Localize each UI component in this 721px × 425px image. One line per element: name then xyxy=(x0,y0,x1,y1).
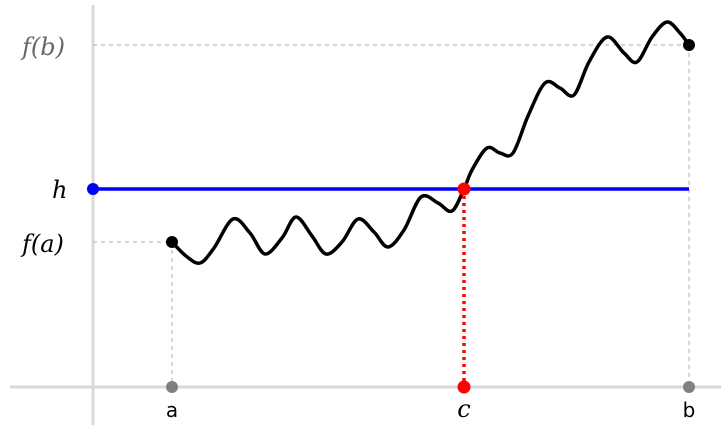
fb-label: f(b) xyxy=(20,33,65,61)
a-axis-point xyxy=(166,381,178,393)
function-curve xyxy=(170,20,691,265)
c-label: c xyxy=(457,395,470,423)
b-axis-point xyxy=(683,381,695,393)
crossing-point xyxy=(457,182,471,196)
c-axis-point xyxy=(457,380,471,394)
h-label: h xyxy=(52,176,67,204)
a-label: a xyxy=(166,398,178,422)
fb-point xyxy=(683,39,695,51)
h-endpoint xyxy=(87,183,99,195)
fa-label: f(a) xyxy=(20,230,64,258)
b-label: b xyxy=(683,398,696,422)
fa-point xyxy=(166,236,178,248)
